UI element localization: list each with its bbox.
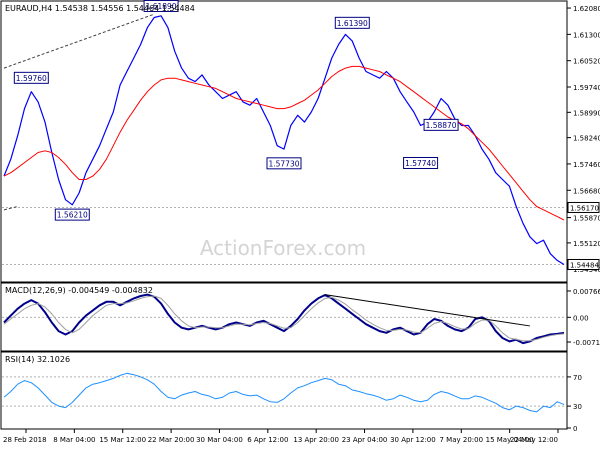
- y-tick-label: 1.55120: [573, 240, 600, 248]
- x-tick-label: 28 Feb 2018: [3, 436, 47, 444]
- watermark: ActionForex.com: [200, 236, 366, 260]
- series-line-price-panel-0: [3, 15, 565, 266]
- x-tick-label: 7 May 20:00: [439, 436, 483, 444]
- x-tick-label: 8 Mar 04:00: [53, 436, 95, 444]
- ohlc-label: 1.54538 1.54556 1.54464 1.54484: [55, 4, 195, 13]
- y-tick-label: 0.00: [573, 314, 589, 322]
- svg-text:1.59760: 1.59760: [16, 74, 47, 83]
- rsi-panel-frame: [0, 351, 568, 430]
- x-tick-label: 23 Apr 04:00: [342, 436, 388, 444]
- rsi-panel-title: RSI(14) 32.1026: [5, 355, 70, 364]
- y-tick-label: 1.61300: [573, 31, 600, 39]
- y-tick-label: 1.58240: [573, 135, 600, 143]
- svg-text:1.56170: 1.56170: [570, 204, 599, 212]
- y-tick-label: 1.58990: [573, 109, 600, 117]
- svg-text:1.61890: 1.61890: [146, 2, 177, 11]
- price-panel-title: EURAUD,H4 1.54538 1.54556 1.54464 1.5448…: [5, 4, 195, 13]
- trendline: [3, 205, 18, 211]
- y-tick-label: 1.54340: [573, 266, 600, 274]
- svg-text:1.54484: 1.54484: [570, 261, 599, 269]
- x-tick-label: 22 Mar 20:00: [148, 436, 195, 444]
- y-axes: 1.62080 1.61300 1.60520 1.59740 1.58990 1.582…: [567, 5, 600, 433]
- rsi-series-group: [3, 372, 565, 413]
- price-annotation: 1.59760: [13, 71, 49, 84]
- x-tick-label: 15 May 04:00: [486, 436, 534, 444]
- y-tick-label: 1.56680: [573, 187, 600, 195]
- x-tick-label: 15 Mar 12:00: [99, 436, 146, 444]
- price-annotation: 1.61390: [334, 16, 370, 29]
- price-tag: 1.54484: [567, 258, 600, 270]
- series-line-macd-panel-0: [3, 293, 565, 345]
- price-panel-frame: [0, 0, 568, 283]
- y-tick-label: 1.60520: [573, 58, 600, 66]
- macd-panel-title: MACD(12,26,9) -0.004549 -0.004832: [5, 286, 153, 295]
- svg-text:1.57730: 1.57730: [268, 159, 299, 168]
- y-tick-label: 1.57460: [573, 161, 600, 169]
- series-line-macd-panel-1: [3, 295, 565, 342]
- y-tick-label: 1.55870: [573, 215, 600, 223]
- x-tick-label: 6 Apr 12:00: [247, 436, 288, 444]
- y-tick-label: 1.62080: [573, 5, 600, 13]
- trendline: [324, 294, 530, 327]
- series-line-price-panel-1: [3, 65, 565, 221]
- y-tick-label: 1.59740: [573, 84, 600, 92]
- x-axis: 28 Feb 2018 8 Mar 04:00 15 Mar 12:00 22 Mar…: [3, 429, 559, 444]
- y-tick-label: 0: [573, 425, 577, 433]
- price-annotation: 1.58870: [423, 118, 459, 131]
- series-line-rsi-panel-0: [3, 372, 565, 413]
- x-tick-label: 30 Apr 12:00: [390, 436, 436, 444]
- x-tick-label: 30 Mar 04:00: [196, 436, 243, 444]
- y-tick-label: 0.00766: [573, 288, 600, 296]
- price-annotation: 1.57730: [266, 157, 302, 170]
- price-overlays: 1.61890 1.61390 1.59760 1.58870 1.57730 1.577…: [13, 0, 459, 221]
- trendline: [3, 13, 155, 69]
- svg-text:1.58870: 1.58870: [426, 121, 457, 130]
- price-annotation: 1.61890: [143, 0, 179, 12]
- price-annotation: 1.56210: [54, 208, 90, 221]
- macd-series-group: [3, 293, 565, 345]
- x-tick-label: 22 May 12:00: [510, 436, 558, 444]
- price-series-group: [3, 13, 565, 266]
- svg-text:1.61390: 1.61390: [337, 19, 368, 28]
- svg-text:1.57740: 1.57740: [405, 159, 436, 168]
- svg-text:1.56210: 1.56210: [57, 211, 88, 220]
- symbol-label: EURAUD,H4: [5, 4, 52, 13]
- x-tick-label: 13 Apr 20:00: [293, 436, 339, 444]
- y-tick-label: 30: [573, 403, 582, 411]
- price-annotation: 1.57740: [403, 156, 439, 169]
- price-tag: 1.56170: [567, 201, 600, 213]
- y-tick-label: 70: [573, 374, 582, 382]
